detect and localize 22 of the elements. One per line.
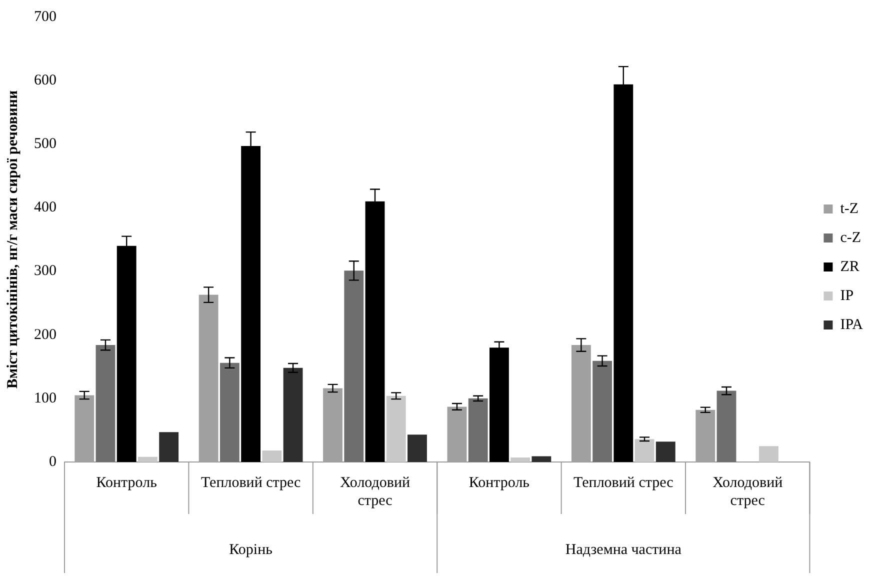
x-tick-label: Холодовий стрес bbox=[712, 474, 783, 509]
legend-label: t-Z bbox=[840, 200, 859, 217]
y-tick-label: 100 bbox=[34, 390, 56, 406]
y-tick-label: 300 bbox=[34, 263, 56, 280]
x-tick-label: Контроль bbox=[96, 474, 158, 491]
text: Корінь bbox=[229, 542, 273, 558]
legend-label: IPA bbox=[840, 316, 864, 333]
y-tick-label: 700 bbox=[34, 8, 56, 25]
legend-label: c-Z bbox=[840, 230, 862, 246]
y-tick-label: 0 bbox=[49, 454, 56, 470]
x-tick-label: Тепловий стрес bbox=[200, 474, 302, 491]
legend-label: ZR bbox=[840, 258, 860, 275]
y-axis-title: Вміст цитокінінів, нг/г маси сирої речовини bbox=[4, 90, 21, 389]
y-tick-label: 400 bbox=[34, 200, 56, 216]
y-tick-label: 600 bbox=[34, 72, 56, 89]
y-tick-label: 200 bbox=[34, 326, 56, 343]
legend-label: IP bbox=[840, 288, 854, 304]
text: Надземна частина bbox=[565, 542, 682, 558]
y-tick-label: 500 bbox=[34, 136, 56, 152]
x-tick-label: Контроль bbox=[468, 474, 530, 491]
x-tick-label: Холодовий стрес bbox=[340, 474, 410, 509]
x-tick-label: Тепловий стрес bbox=[574, 474, 674, 491]
